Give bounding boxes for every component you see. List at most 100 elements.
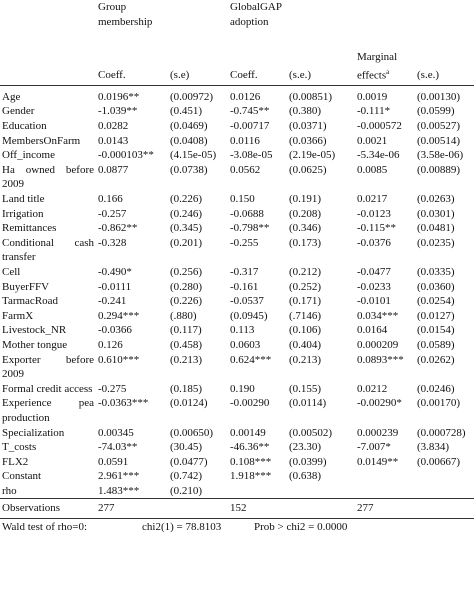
cell: -0.0101	[357, 295, 391, 308]
table-row: Age 0.0196** (0.00972) 0.0126 (0.00851) 0.001…	[0, 85, 474, 104]
cell: (0.458)	[170, 338, 203, 351]
row-label: Specialization	[2, 426, 65, 439]
row-label: Irrigation	[2, 207, 44, 220]
cell: (0.0114)	[289, 397, 327, 410]
cell: -0.0111	[98, 280, 132, 293]
cell: 0.190	[230, 382, 255, 395]
cell: 1.483***	[98, 484, 140, 497]
table-row: Cell -0.490* (0.256) -0.317 (0.212) -0.0477 (0…	[0, 265, 474, 280]
cell: -74.03**	[98, 441, 138, 454]
cell: (0.0399)	[289, 455, 327, 468]
table-row: FarmX 0.294*** (.880) (0.0945) (.7146) 0.034*…	[0, 309, 474, 324]
cell: 0.00149	[230, 426, 266, 439]
footnote-marker: a	[386, 67, 390, 76]
cell: 0.0164	[357, 324, 388, 337]
row-label: Off_income	[2, 149, 55, 162]
cell: 0.150	[230, 193, 255, 205]
table-row: MembersOnFarm 0.0143 (0.0408) 0.0116 (0.0366…	[0, 134, 474, 149]
cell: (s.e.)	[287, 50, 355, 86]
cell: (0.0246)	[417, 382, 455, 395]
row-label: Observations	[0, 498, 96, 520]
row-label: BuyerFFV	[2, 280, 50, 293]
cell: -0.00290*	[357, 397, 402, 410]
cell: 0.0196**	[98, 90, 140, 103]
row-label: FLX2	[2, 455, 29, 468]
row-label: Conditional cash transfer	[2, 236, 94, 264]
cell: -0.0233	[357, 280, 391, 293]
row-label: Livestock_NR	[2, 324, 67, 337]
observations-row: Observations 277 152 277	[0, 498, 474, 520]
row-label: T_costs	[2, 441, 37, 454]
regression-table: Group membership GlobalGAP adoption Coeff.…	[0, 1, 474, 520]
table-row: Mother tongue 0.126 (0.458) 0.0603 (0.404) 0.…	[0, 338, 474, 353]
cell: 0.0217	[357, 193, 388, 205]
cell: (0.0335)	[417, 265, 455, 278]
cell: (0.185)	[170, 382, 203, 395]
cell: 0.0603	[230, 338, 261, 351]
cell: -0.161	[230, 280, 259, 293]
cell: (0.155)	[289, 382, 322, 395]
table-row: Land title 0.166 (0.226) 0.150 (0.191) 0.0217…	[0, 192, 474, 207]
cell: (30.45)	[170, 441, 203, 454]
cell: (0.0408)	[170, 134, 208, 147]
table-row: Education 0.0282 (0.0469) -0.00717 (0.0371) -…	[0, 119, 474, 134]
cell: 0.0126	[230, 90, 261, 103]
row-label: Formal credit access	[2, 382, 93, 395]
cell: (s.e.)	[415, 50, 474, 86]
cell: (0.00650)	[170, 426, 214, 439]
row-label: Constant	[2, 470, 42, 483]
cell: 277	[96, 498, 168, 520]
cell	[415, 498, 474, 520]
cell: Marginal effectsa	[355, 50, 415, 86]
header-columns: Coeff. (s.e) Coeff. (s.e.) Marginal effectsa…	[0, 50, 474, 86]
cell: 0.113	[230, 324, 255, 337]
cell: 0.0149**	[357, 455, 399, 468]
cell: 0.0282	[98, 120, 129, 133]
table-row: Specialization 0.00345 (0.00650) 0.00149 (0.…	[0, 426, 474, 441]
cell: (0.0235)	[417, 236, 455, 249]
cell: (0.0127)	[417, 309, 455, 322]
cell: (0.0366)	[289, 134, 327, 147]
row-label: TarmacRoad	[2, 295, 59, 308]
row-label: Mother tongue	[2, 338, 68, 351]
row-label: Land title	[2, 193, 45, 205]
cell: 0.0212	[357, 382, 388, 395]
cell	[415, 469, 474, 484]
table-row: Off_income -0.000103** (4.15e-05) -3.08e-05…	[0, 148, 474, 163]
row-label: Experience pea production	[2, 397, 94, 424]
cell: (0.0945)	[230, 309, 268, 322]
table-row: Experience pea production -0.0363*** (0.01…	[0, 396, 474, 425]
cell: (s.e)	[168, 50, 228, 86]
cell: (0.000728)	[417, 426, 466, 439]
cell: -0.490*	[98, 265, 132, 278]
row-label	[0, 50, 96, 86]
cell: (0.0301)	[417, 207, 455, 220]
cell: (0.451)	[170, 105, 203, 118]
row-label: Remittances	[2, 222, 57, 235]
cell: 152	[228, 498, 287, 520]
cell: (0.0599)	[417, 105, 455, 118]
cell: (0.00170)	[417, 397, 461, 410]
cell: (0.213)	[170, 353, 203, 366]
cell	[287, 498, 355, 520]
table-row: Constant 2.961*** (0.742) 1.918*** (0.638)	[0, 469, 474, 484]
cell: (0.191)	[289, 193, 322, 205]
row-label: FarmX	[2, 309, 34, 322]
cell: (0.213)	[289, 353, 322, 366]
footer-text: Prob > chi2 = 0.0000	[254, 521, 348, 534]
cell: (4.15e-05)	[170, 149, 217, 162]
cell: (0.246)	[170, 207, 203, 220]
cell: (0.106)	[289, 324, 322, 337]
cell: -0.0477	[357, 265, 391, 278]
cell: (23.30)	[289, 441, 322, 454]
cell: 0.126	[98, 338, 123, 351]
cell: (0.256)	[170, 265, 203, 278]
cell: -0.0366	[98, 324, 132, 337]
cell	[228, 484, 287, 499]
cell: (0.201)	[170, 236, 203, 249]
cell: (3.834)	[417, 441, 450, 454]
cell: 0.166	[98, 193, 123, 205]
table-row: Ha owned before 2009 0.0877 (0.0738) 0.0562…	[0, 163, 474, 192]
cell: (0.252)	[289, 280, 322, 293]
cell	[355, 469, 415, 484]
